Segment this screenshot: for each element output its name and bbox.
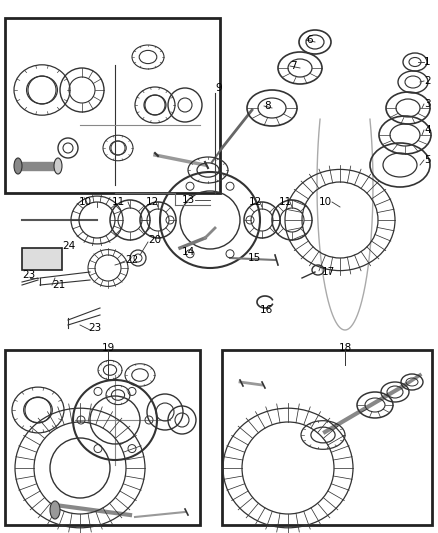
- Bar: [5, 350, 200, 525]
- Ellipse shape: [54, 158, 62, 174]
- Text: 11: 11: [279, 197, 292, 207]
- Text: 23: 23: [22, 270, 35, 280]
- Text: 11: 11: [111, 197, 125, 207]
- Text: 14: 14: [182, 247, 195, 257]
- Bar: [222, 350, 432, 525]
- Text: 19: 19: [101, 343, 115, 353]
- Text: 24: 24: [62, 241, 75, 251]
- Text: 20: 20: [148, 235, 161, 245]
- Text: 7: 7: [290, 61, 297, 71]
- Text: 5: 5: [424, 155, 431, 165]
- Text: 10: 10: [78, 197, 92, 207]
- Ellipse shape: [50, 501, 60, 519]
- Text: 1: 1: [424, 57, 431, 67]
- Text: 3: 3: [424, 99, 431, 109]
- Text: 12: 12: [248, 197, 261, 207]
- Text: 4: 4: [424, 125, 431, 135]
- Bar: [22, 248, 62, 270]
- Text: 9: 9: [215, 83, 222, 93]
- Text: 13: 13: [181, 195, 194, 205]
- Text: 2: 2: [424, 76, 431, 86]
- Text: 18: 18: [339, 343, 352, 353]
- Bar: [5, 18, 220, 193]
- Text: 12: 12: [145, 197, 159, 207]
- Text: 21: 21: [52, 280, 65, 290]
- Text: 16: 16: [260, 305, 273, 315]
- Text: 23: 23: [88, 323, 101, 333]
- Text: 10: 10: [318, 197, 332, 207]
- Text: 22: 22: [125, 255, 138, 265]
- Ellipse shape: [14, 158, 22, 174]
- Text: 8: 8: [264, 101, 271, 111]
- Text: 15: 15: [248, 253, 261, 263]
- Text: 17: 17: [322, 267, 335, 277]
- Text: 6: 6: [306, 35, 313, 45]
